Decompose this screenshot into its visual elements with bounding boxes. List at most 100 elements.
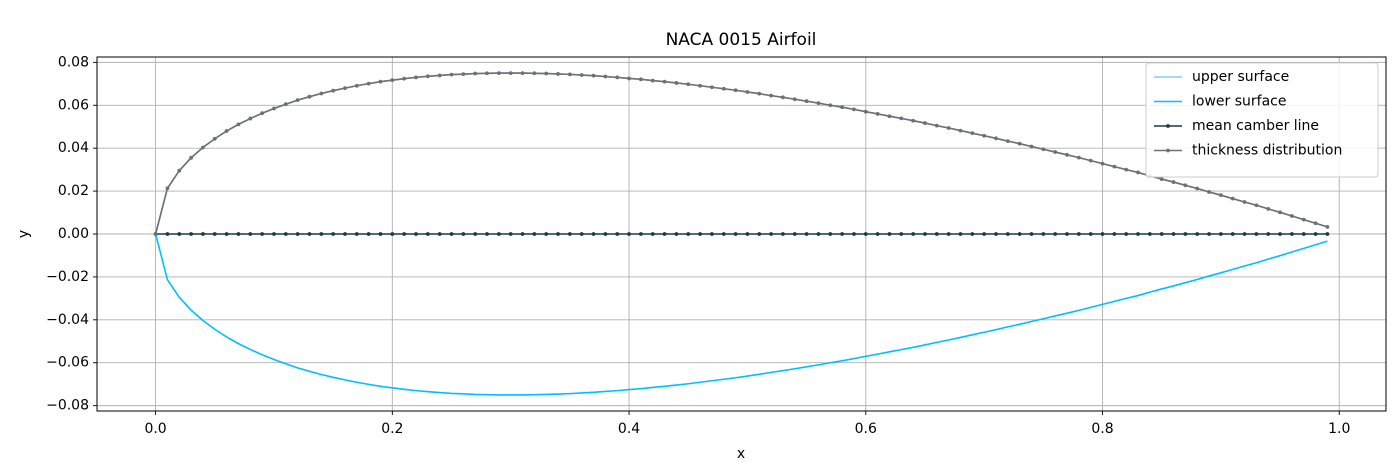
data-point (1041, 147, 1046, 152)
data-point (970, 131, 975, 136)
data-point (852, 232, 856, 236)
data-point (686, 232, 691, 236)
data-point (674, 232, 679, 236)
x-tick-label: 0.6 (855, 421, 877, 437)
data-point (745, 90, 750, 94)
data-point (343, 232, 347, 236)
data-point (1242, 200, 1247, 204)
data-point (366, 232, 371, 236)
data-point (638, 77, 643, 82)
data-point (461, 72, 466, 77)
data-point (1100, 161, 1105, 166)
legend-marker (1166, 124, 1170, 128)
data-point (496, 232, 501, 236)
data-point (1041, 232, 1046, 236)
data-point (402, 76, 407, 81)
data-point (781, 95, 785, 100)
data-point (485, 232, 489, 236)
data-point (627, 232, 631, 236)
data-point (1053, 232, 1058, 236)
data-point (331, 88, 336, 93)
data-point (1076, 232, 1081, 236)
data-point (887, 114, 892, 119)
data-point (934, 123, 939, 128)
data-point (887, 232, 892, 236)
data-point (1124, 167, 1129, 172)
data-point (934, 232, 939, 236)
data-point (272, 232, 276, 236)
data-point (1076, 155, 1081, 160)
data-point (1289, 232, 1294, 236)
y-tick-label: −0.02 (46, 269, 89, 285)
y-tick-label: −0.04 (46, 312, 89, 328)
legend-box (1145, 62, 1379, 178)
data-point (792, 232, 797, 236)
data-point (1136, 232, 1140, 236)
data-point (224, 232, 229, 236)
series-line (154, 233, 1328, 396)
data-point (236, 232, 241, 236)
data-point (1195, 232, 1200, 236)
data-point (1147, 232, 1152, 236)
data-point (236, 122, 241, 127)
data-point (792, 97, 797, 102)
x-tick-label: 0.2 (381, 421, 403, 437)
data-point (994, 136, 998, 141)
data-point (224, 129, 229, 133)
data-point (1005, 232, 1010, 236)
data-point (757, 91, 762, 96)
data-point (1218, 232, 1223, 236)
data-point (816, 232, 821, 236)
data-point (1313, 221, 1318, 226)
data-point (627, 76, 631, 81)
legend-marker (1166, 148, 1170, 153)
data-point (982, 232, 987, 236)
x-tick-label: 1.0 (1328, 421, 1350, 437)
data-point (769, 232, 773, 236)
data-point (1005, 139, 1010, 144)
x-tick-label: 0.4 (618, 421, 640, 437)
data-point (556, 232, 560, 236)
y-tick-label: −0.06 (46, 355, 89, 371)
data-point (710, 85, 714, 90)
data-point (1029, 232, 1034, 236)
data-point (1230, 232, 1235, 236)
y-tick-label: 0.08 (58, 54, 89, 70)
data-point (437, 232, 442, 236)
data-point (1325, 232, 1330, 236)
data-point (804, 99, 809, 104)
data-point (532, 71, 537, 76)
data-point (875, 232, 880, 236)
data-point (354, 83, 359, 88)
data-point (899, 116, 904, 121)
data-point (354, 232, 359, 236)
data-point (473, 232, 478, 236)
data-point (757, 232, 762, 236)
data-point (721, 232, 726, 236)
y-axis-label: y (16, 230, 32, 238)
data-point (1230, 196, 1235, 201)
data-point (1266, 232, 1271, 236)
data-point (970, 232, 975, 236)
data-point (1112, 232, 1117, 236)
data-point (260, 111, 265, 116)
data-point (603, 74, 608, 79)
data-point (698, 83, 702, 88)
data-point (1183, 183, 1188, 188)
x-tick-label: 0.0 (144, 421, 166, 437)
legend: upper surface lower surface mean camber li… (1145, 62, 1379, 178)
data-point (591, 73, 596, 78)
data-point (378, 79, 383, 84)
data-point (366, 81, 371, 86)
data-point (212, 232, 217, 236)
data-point (1065, 232, 1069, 236)
data-point (343, 86, 347, 91)
data-point (414, 75, 418, 80)
data-point (1159, 232, 1164, 236)
legend-label: lower surface (1192, 94, 1286, 110)
data-point (1053, 150, 1058, 154)
data-point (899, 232, 904, 236)
data-point (532, 232, 537, 236)
data-point (1218, 193, 1223, 198)
ticks: 0.0 0.2 0.4 0.6 0.8 1.0 −0.08 −0.06 −0.04 −0.02 0.… (46, 54, 1350, 437)
